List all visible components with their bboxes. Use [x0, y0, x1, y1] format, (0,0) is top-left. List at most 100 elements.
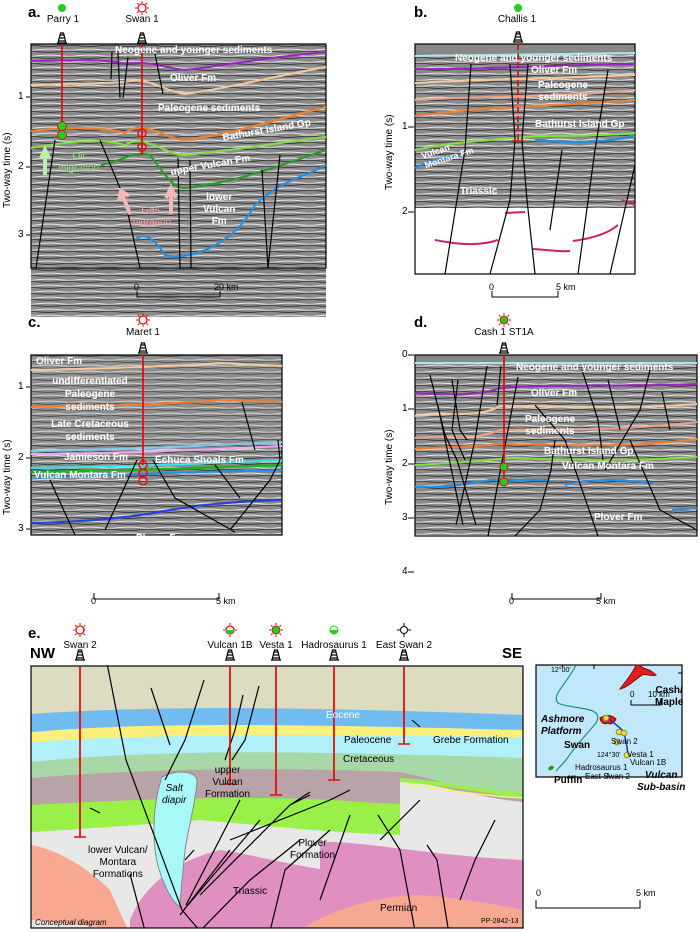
text: Maple [655, 697, 684, 708]
well-label-cash-1-st1a: Cash 1 ST1A [474, 327, 534, 338]
label-plover: Plover Fm [594, 512, 643, 523]
rig-icon [270, 649, 282, 661]
label-oliver: Oliver Fm [36, 356, 83, 367]
y-tick: 1 [402, 403, 408, 414]
label-cretaceous: Cretaceous [343, 754, 395, 765]
text: Vulcan [212, 777, 243, 788]
well-label-east-swan-2: East Swan 2 [375, 640, 433, 651]
label-vulcan-montara: Vulcan Montara Fm [34, 470, 126, 481]
label-neogene: Neogene and younger sediments [455, 53, 613, 64]
scale-end: 5 km [556, 282, 576, 292]
y-tick: 3 [18, 523, 24, 534]
text: Fm [211, 216, 227, 227]
label-echuca: Echuca Shoals Fm [155, 455, 244, 466]
map-label-ashmore-platform: Ashmore Platform [541, 714, 584, 738]
label-jamieson: Jamieson Fm [64, 452, 128, 463]
label-grebe-formation: Grebe Formation [433, 735, 509, 746]
oil-show-icon [329, 625, 339, 635]
text: Oil [72, 151, 85, 162]
label-paleocene: Paleocene [344, 735, 392, 746]
label-neogene: Neogene and younger sediments [516, 362, 674, 373]
text: lower [206, 192, 233, 203]
text: migration [130, 217, 172, 228]
y-tick: 1 [18, 91, 24, 102]
y-tick: 3 [402, 512, 408, 523]
seismic-section-a [26, 1, 327, 310]
y-tick: 2 [18, 452, 24, 463]
y-tick: 4 [402, 566, 408, 577]
map-well-vulcan-1b: Vulcan 1B [630, 758, 667, 767]
rig-icon [137, 342, 149, 354]
rig-icon [56, 32, 68, 44]
panel-c-letter: c. [28, 314, 41, 331]
y-tick: 3 [18, 229, 24, 240]
rig-icon [398, 649, 410, 661]
scale-end: 5 km [216, 596, 236, 606]
map-scale-end: 10 km [648, 690, 670, 699]
figure-code: PP-2842-13 [481, 918, 519, 925]
text: Montara [99, 857, 137, 868]
label-eocene: Eocene [326, 710, 360, 721]
text: Vulcan [644, 770, 678, 781]
map-label-cash-maple: Cash/Maple [655, 685, 683, 709]
label-oliver: Oliver Fm [531, 65, 578, 76]
text: Cash/ [655, 685, 683, 696]
text: lower Vulcan/ [88, 845, 148, 856]
scale-end: 20 km [214, 282, 239, 292]
label-bathurst: Bathurst Island Gp [544, 446, 634, 457]
text: sediments [65, 432, 115, 443]
text: diapir [162, 795, 187, 806]
label-triassic: Triassic [460, 186, 498, 197]
label-paleogene: Paleogene sediments [538, 80, 588, 104]
map-label-swan: Swan [564, 740, 591, 751]
seismic-section-b [408, 4, 636, 298]
scale-start: 0 [91, 596, 97, 606]
label-plover: Plover Fm [136, 533, 185, 544]
label-oliver: Oliver Fm [531, 388, 578, 399]
scale-end: 5 km [596, 596, 616, 606]
text: Vulcan [203, 204, 236, 215]
scale-start: 0 [509, 596, 515, 606]
scale-start: 0 [536, 888, 542, 898]
conceptual-cross-section-e [30, 623, 524, 929]
y-axis-label: Two-way time (s) [2, 439, 13, 515]
text: Gas [141, 205, 160, 216]
seismic-section-d [408, 313, 698, 600]
label-undifferentiated-paleogene: undifferentiated Paleogene sediments [40, 375, 140, 414]
well-label-hadrosaurus-1: Hadrosaurus 1 [301, 640, 367, 651]
text: Paleogene [525, 414, 576, 425]
text: Salt [165, 783, 183, 794]
map-scale-start: 0 [630, 690, 635, 699]
map-well-hadrosaurus-1: Hadrosaurus 1 [575, 763, 628, 772]
text: Formation [290, 850, 336, 861]
rig-icon [136, 32, 148, 44]
scale-bar-e [535, 900, 641, 909]
oil-show-icon [58, 4, 66, 12]
y-tick: 2 [18, 161, 24, 172]
oil-gas-well-icon [269, 623, 283, 637]
label-upper-vulcan: upper Vulcan Formation [205, 765, 250, 801]
text: sediments [538, 92, 588, 103]
oil-gas-well-icon [497, 313, 511, 327]
text: Formations [92, 869, 143, 880]
map-well-swan-2: Swan 2 [611, 737, 638, 746]
well-label-challis-1: Challis 1 [497, 14, 537, 25]
label-conceptual-diagram: Conceptual diagram [35, 918, 107, 927]
label-paleogene: Paleogene sediments [158, 103, 261, 114]
well-label-swan-2: Swan 2 [63, 640, 97, 651]
text: undifferentiated [52, 376, 128, 387]
label-late-cretaceous: Late Cretaceous sediments [40, 418, 140, 444]
map-well-east-swan-2: East Swan 2 [585, 772, 630, 781]
scale-end: 5 km [636, 888, 656, 898]
label-permian: Permian [380, 903, 418, 914]
map-longitude: 124°30' [597, 752, 621, 759]
label-salt-diapir: Salt diapir [162, 783, 186, 807]
y-axis-label: Two-way time (s) [2, 132, 13, 208]
rig-icon [74, 649, 86, 661]
label-lower-vulcan-montara: lower Vulcan/Montara Formations [88, 845, 148, 881]
label-triassic: Triassic [233, 886, 268, 897]
rig-icon [498, 342, 510, 354]
gas-oil-show-icon [223, 623, 237, 637]
label-oliver: Oliver Fm [170, 73, 217, 84]
y-tick: 1 [18, 381, 24, 392]
